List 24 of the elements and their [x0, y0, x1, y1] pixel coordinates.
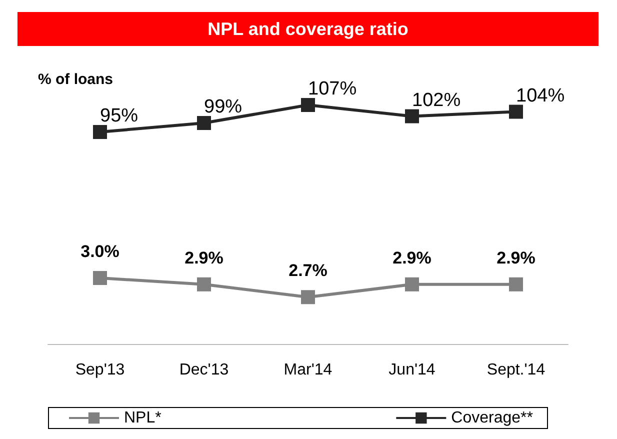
x-tick-label: Mar'14: [284, 362, 332, 378]
point: [405, 109, 419, 124]
legend-label: NPL*: [124, 410, 162, 426]
x-tick-label: Sep'13: [75, 362, 125, 378]
legend-label: Coverage**: [451, 410, 533, 426]
data-label: 2.9%: [496, 248, 536, 268]
point: [93, 125, 107, 139]
data-label: 2.9%: [392, 248, 432, 268]
x-tick-label: Dec'13: [179, 362, 229, 378]
data-label: 2.9%: [184, 248, 224, 268]
data-label: 102%: [412, 90, 461, 111]
chart-title: NPL and coverage ratio: [208, 19, 408, 39]
text: % of loans: [38, 71, 114, 88]
point: [197, 116, 211, 130]
data-label: 99%: [204, 96, 242, 118]
data-label: 2.7%: [288, 261, 328, 280]
x-tick-label: Jun'14: [388, 362, 436, 378]
data-label: 107%: [308, 78, 357, 100]
point: [509, 104, 523, 119]
point: [301, 98, 315, 112]
data-label: 95%: [100, 106, 138, 126]
data-label: 104%: [516, 85, 565, 106]
x-tick-label: Sept.'14: [486, 362, 546, 378]
data-label: 3.0%: [80, 242, 120, 261]
